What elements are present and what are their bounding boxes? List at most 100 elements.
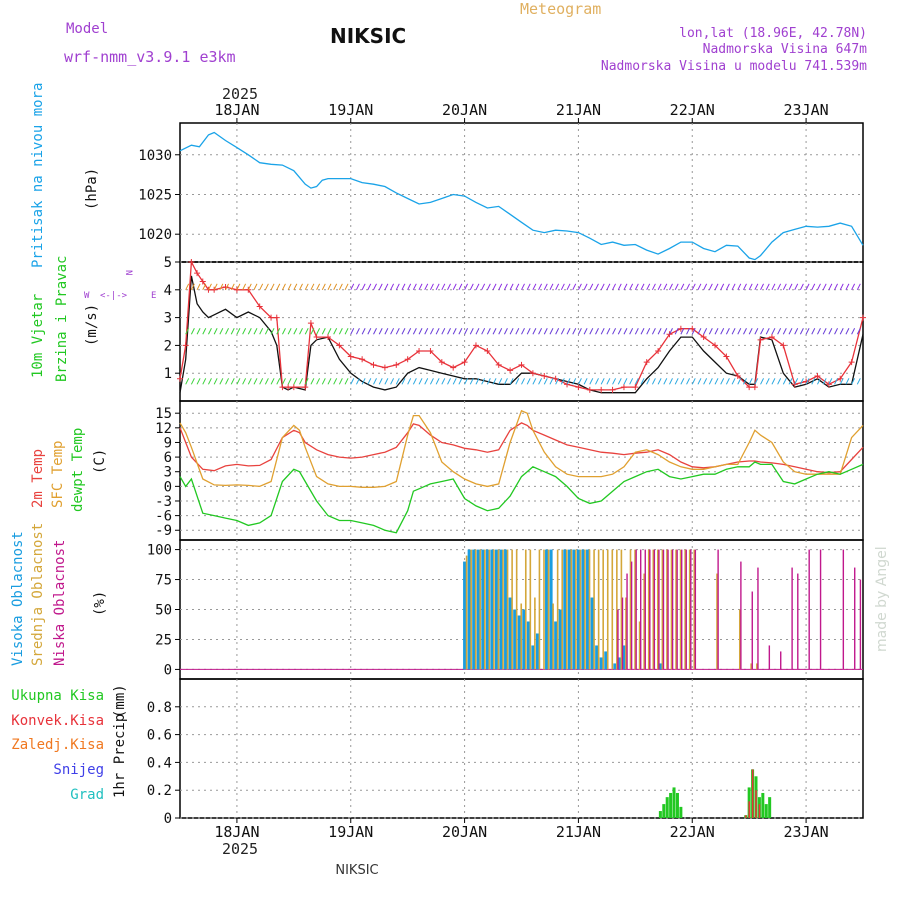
wind-barb	[555, 328, 560, 335]
cloud-bar-srednja	[688, 549, 691, 670]
wind-barb	[338, 378, 343, 385]
wind-barb	[646, 378, 651, 385]
wind-barb	[293, 328, 298, 335]
wind-barb	[817, 283, 821, 291]
wind-barb	[424, 378, 429, 385]
wind-barb	[743, 378, 747, 385]
wind-barb	[253, 378, 258, 385]
gust-marker	[279, 384, 286, 391]
wind-barb	[799, 378, 804, 385]
wind-barb	[760, 328, 764, 335]
wind-barb	[378, 283, 383, 291]
cloud-bar-srednja	[629, 549, 632, 670]
wind-barb	[447, 378, 451, 385]
wind-barb	[219, 328, 224, 335]
gust-marker	[205, 286, 212, 293]
cloud-bar-srednja	[647, 549, 650, 670]
wind-barb	[310, 328, 315, 335]
key-west: W	[84, 291, 90, 301]
gust-marker	[643, 359, 650, 366]
wind-barb	[350, 328, 355, 335]
cloud-bar-srednja	[488, 549, 491, 670]
wind-barb	[361, 328, 366, 335]
wind-barb	[509, 328, 514, 335]
gust-marker	[370, 361, 377, 368]
precip-legend-grad: Grad	[70, 787, 104, 803]
model-elevation: Nadmorska Visina u modelu 741.539m	[601, 59, 867, 74]
wind-barb	[321, 283, 326, 291]
wind-barb	[435, 328, 440, 335]
bottom-day-label: 23JAN	[784, 823, 829, 841]
wind-barb	[634, 378, 639, 385]
temperature-ytick-label: 15	[155, 406, 172, 422]
wind-barb	[674, 328, 679, 335]
gust-marker	[336, 342, 343, 349]
wind-barb	[634, 328, 639, 335]
wind-barb	[538, 328, 543, 335]
wind-barb	[344, 283, 349, 291]
wind-barb	[190, 378, 195, 385]
wind-barb	[287, 378, 292, 385]
wind-barb	[418, 328, 423, 335]
cloud-bar-srednja	[515, 549, 518, 670]
cloud-bar-niska	[797, 573, 799, 670]
top-day-label: 18JAN	[214, 101, 259, 119]
cloud-bar-niska	[854, 567, 856, 670]
wind-barb	[691, 328, 696, 335]
pressure-title: Pritisak na nivou mora	[30, 83, 46, 268]
wind-barb	[407, 378, 412, 385]
wind-barb	[390, 328, 395, 335]
wind-barb	[452, 328, 457, 335]
cloud-bar-srednja	[716, 573, 718, 670]
wind-barb	[515, 283, 520, 291]
bottom-day-label: 21JAN	[556, 823, 601, 841]
cloud-bar-niska	[768, 645, 771, 670]
wind-barb	[543, 378, 548, 385]
wind-barb	[475, 378, 480, 385]
cloud-bar-srednja	[470, 549, 472, 670]
cloud-bar-srednja	[675, 549, 677, 670]
wind-barb	[367, 283, 372, 291]
wind-barb	[276, 378, 281, 385]
precipitation-ytick-label: 0.8	[147, 700, 172, 716]
wind-barb	[225, 328, 229, 335]
wind-barb	[521, 378, 525, 385]
wind-barb	[708, 283, 713, 291]
cloud-bar-niska	[740, 561, 742, 670]
clouds-ytick-label: 50	[155, 603, 172, 619]
cloud-bar-niska	[690, 549, 692, 670]
bottom-day-label: 19JAN	[328, 823, 373, 841]
cloud-bar-srednja	[616, 549, 618, 670]
wind-barb	[196, 378, 201, 385]
wind-speed-line	[179, 275, 864, 394]
plot-layer: 10201025103012345-9-6-303691215025507510…	[138, 101, 866, 841]
wind-barb	[492, 283, 497, 291]
wind-barb	[765, 283, 770, 291]
wind-barb	[577, 328, 582, 335]
wind-barb	[190, 283, 195, 291]
wind-barb	[412, 328, 417, 335]
gust-marker	[438, 359, 445, 366]
gust-marker	[416, 347, 423, 354]
temp-line-sfc	[179, 409, 864, 488]
cloud-bar-niska	[667, 549, 669, 670]
precip-legend-snow: Snijeg	[53, 762, 104, 778]
wind-barb	[310, 283, 315, 291]
cloud-bar-niska	[621, 597, 624, 670]
wind-barb	[839, 378, 844, 385]
cloud-bar-srednja	[661, 549, 664, 670]
wind-barb	[333, 328, 338, 335]
cloud-bar-visoka	[517, 615, 521, 670]
top-day-label: 20JAN	[442, 101, 487, 119]
cloud-bar-niska	[751, 591, 753, 670]
precip-bar-total	[658, 811, 662, 818]
wind-barb	[304, 283, 309, 291]
wind-barb	[572, 283, 577, 291]
wind-barb	[230, 378, 235, 385]
cloud-bar-niska	[630, 561, 633, 670]
clouds-ytick-label: 75	[155, 573, 172, 589]
wind-barb	[225, 283, 229, 291]
gust-marker	[712, 342, 719, 349]
cloud-bar-niska	[680, 549, 683, 670]
cloud-bar-niska	[808, 549, 810, 670]
